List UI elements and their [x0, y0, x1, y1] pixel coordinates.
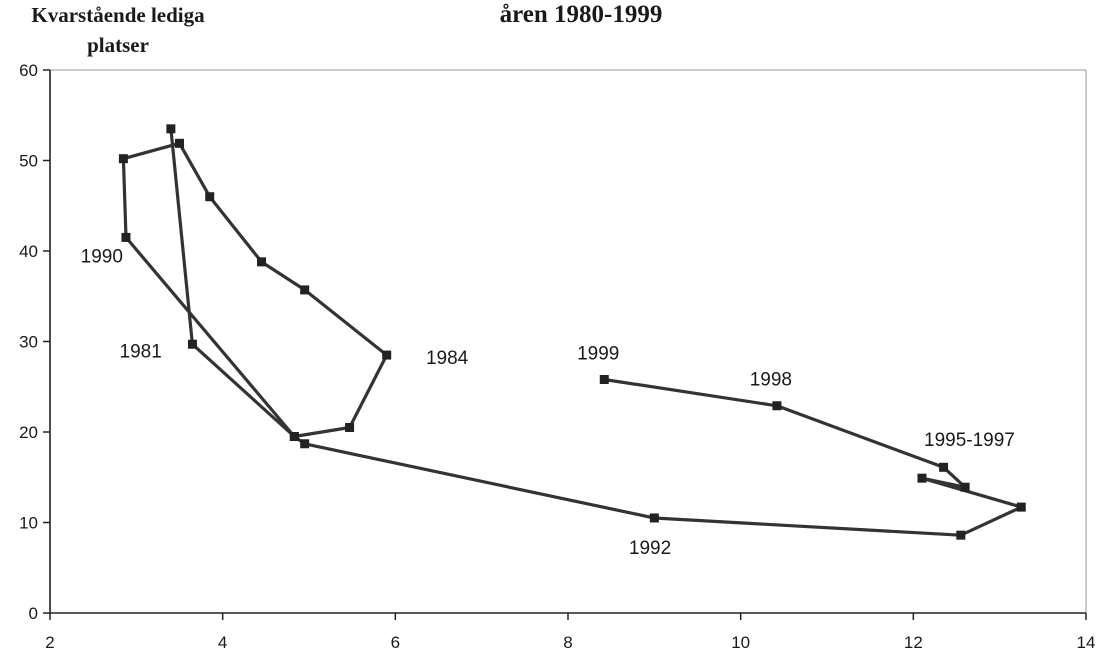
- year-annotation: 1999: [577, 343, 619, 364]
- data-point-marker: [960, 482, 970, 492]
- x-tick-label: 2: [45, 633, 54, 652]
- data-point-marker: [917, 473, 927, 483]
- data-point-marker: [257, 257, 267, 267]
- data-point-marker: [939, 462, 949, 472]
- data-point-marker: [599, 375, 609, 385]
- plot-area-border: [49, 69, 1087, 614]
- y-tick-label: 30: [19, 333, 38, 352]
- data-point-marker: [1016, 502, 1026, 512]
- y-tick-label: 10: [19, 514, 38, 533]
- data-point-marker: [382, 350, 392, 360]
- x-tick-label: 4: [218, 633, 227, 652]
- data-point-marker: [649, 513, 659, 523]
- data-point-marker: [300, 439, 310, 449]
- data-point-marker: [772, 401, 782, 411]
- y-tick-label: 20: [19, 423, 38, 442]
- x-tick-label: 6: [391, 633, 400, 652]
- y-axis-label-line1: Kvarstående lediga: [31, 3, 205, 27]
- data-point-marker: [175, 138, 184, 148]
- data-point-marker: [956, 530, 966, 540]
- year-annotation: 1998: [750, 370, 792, 391]
- axes: 2 4 6 8 10 12 14 0 10 20 30 40 50 60: [19, 61, 1095, 652]
- series-1990s-curve: [118, 124, 1026, 540]
- data-point-marker: [300, 285, 310, 295]
- data-point-marker: [121, 232, 131, 242]
- series-line: [121, 127, 1023, 537]
- y-tick-label: 60: [19, 61, 38, 80]
- year-annotation: 1995-1997: [924, 430, 1015, 451]
- year-annotation: 1992: [629, 538, 671, 559]
- data-point-marker: [187, 339, 197, 349]
- data-point-marker: [345, 422, 355, 432]
- annotations: 1990 1981 1984 1999 1998 1995-1997 1992: [81, 247, 1015, 559]
- x-tick-label: 8: [563, 633, 572, 652]
- chart-title: åren 1980-1999: [500, 1, 663, 28]
- y-tick-label: 0: [29, 604, 38, 623]
- x-tick-label: 12: [904, 633, 923, 652]
- y-axis-label-line2: platser: [87, 33, 149, 57]
- year-annotation: 1984: [426, 348, 469, 369]
- y-tick-label: 50: [19, 152, 38, 171]
- data-point-marker: [118, 154, 128, 164]
- data-point-marker: [205, 192, 215, 202]
- year-annotation: 1990: [81, 247, 123, 268]
- x-tick-label: 14: [1077, 633, 1096, 652]
- x-tick-label: 10: [731, 633, 750, 652]
- data-point-marker: [289, 432, 299, 442]
- year-annotation: 1981: [120, 342, 162, 363]
- y-tick-label: 40: [19, 242, 38, 261]
- data-point-marker: [166, 124, 176, 134]
